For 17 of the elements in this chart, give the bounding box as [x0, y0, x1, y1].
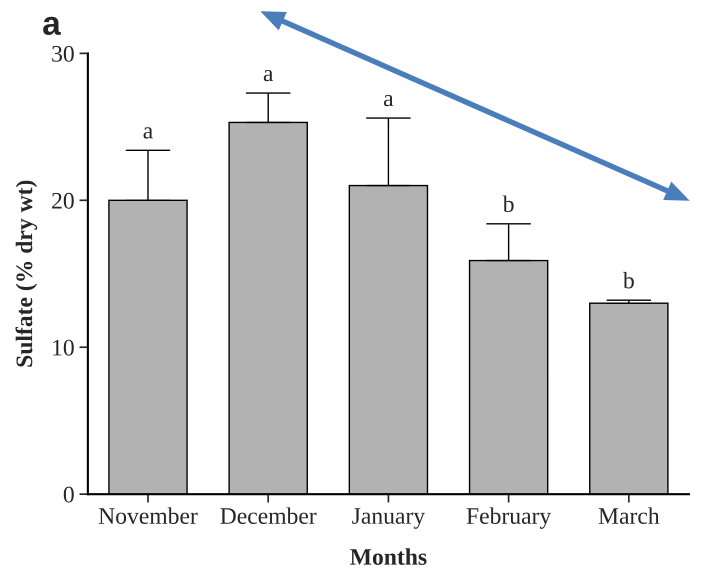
y-tick-label: 0: [64, 486, 74, 503]
x-tick-label: February: [466, 507, 552, 529]
y-axis-title: Sulfate (% dry wt): [15, 180, 38, 367]
y-tick-label: 20: [52, 192, 74, 209]
y-tick-label: 10: [53, 340, 74, 356]
annotation: a: [384, 94, 394, 106]
chart-title: a: [43, 16, 61, 36]
annotation: b: [502, 195, 514, 212]
x-tick-label: November: [98, 507, 198, 524]
annotation: a: [264, 70, 274, 82]
annotation: b: [622, 272, 634, 288]
x-tick-label: December: [220, 507, 316, 524]
annotation: a: [144, 127, 153, 139]
x-axis-title: Months: [350, 548, 427, 565]
x-tick-label: January: [352, 508, 426, 529]
y-tick-label: 30: [52, 46, 74, 62]
x-tick-label: March: [598, 507, 660, 524]
